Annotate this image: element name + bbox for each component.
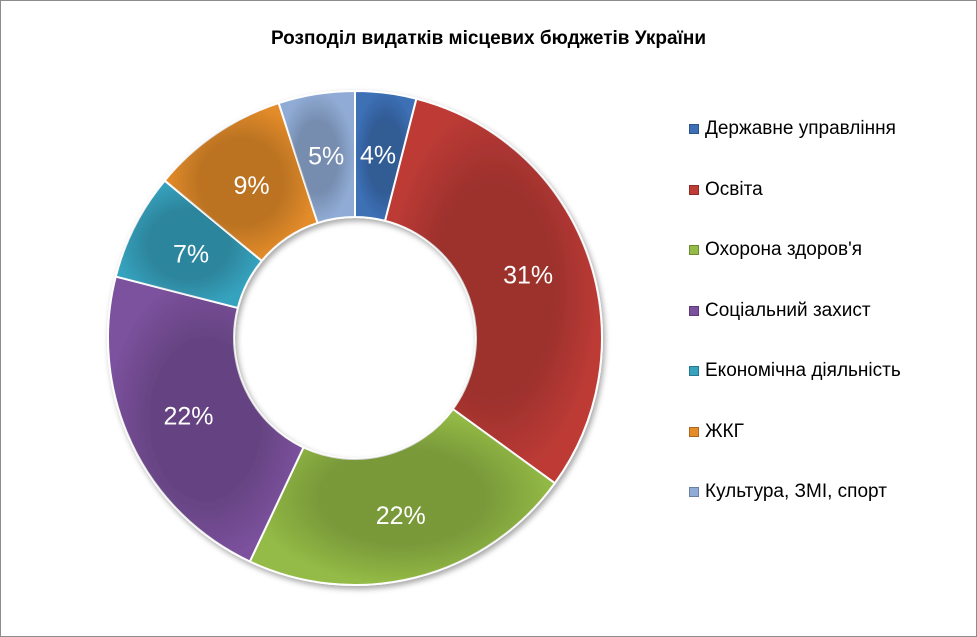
legend-swatch xyxy=(689,366,699,376)
legend-label: Культура, ЗМІ, спорт xyxy=(705,481,887,502)
data-label-5: 7% xyxy=(173,240,209,268)
legend-label: Державне управління xyxy=(705,118,896,139)
data-label-6: 9% xyxy=(234,172,270,200)
legend-label: Економічна діяльність xyxy=(705,360,901,381)
slice-shading-4 xyxy=(107,276,304,562)
data-label-2: 31% xyxy=(503,262,553,290)
legend-label: Освіта xyxy=(705,178,763,200)
legend-item-5: Економічна діяльність xyxy=(689,360,901,382)
legend-swatch xyxy=(689,305,699,316)
legend-item-1: Державне управління xyxy=(689,118,896,140)
legend-swatch xyxy=(689,487,699,497)
data-label-4: 22% xyxy=(163,402,213,430)
slice-shading-5 xyxy=(115,180,262,308)
legend-swatch xyxy=(689,426,699,437)
legend-item-4: Соціальний захист xyxy=(689,300,871,322)
data-label-7: 5% xyxy=(308,142,344,170)
legend-label: Охорона здоров'я xyxy=(705,239,862,260)
legend-label: ЖКГ xyxy=(705,420,744,442)
chart-title: Розподіл видатків місцевих бюджетів Укра… xyxy=(270,28,707,49)
legend-swatch xyxy=(689,184,699,195)
legend-item-2: Освіта xyxy=(689,179,763,201)
legend-item-3: Охорона здоров'я xyxy=(689,239,862,261)
legend-label: Соціальний захист xyxy=(705,299,871,321)
legend-swatch xyxy=(689,245,699,255)
legend-item-6: ЖКГ xyxy=(689,421,744,443)
data-label-1: 4% xyxy=(360,141,396,169)
slice-shading-7 xyxy=(278,91,355,223)
slice-shading-6 xyxy=(164,103,318,261)
legend-item-7: Культура, ЗМІ, спорт xyxy=(689,481,887,503)
slice-shading-3 xyxy=(249,409,555,586)
slice-shading-1 xyxy=(355,91,417,221)
data-label-3: 22% xyxy=(376,502,426,530)
slice-shading-2 xyxy=(385,98,602,484)
legend-swatch xyxy=(689,124,699,134)
